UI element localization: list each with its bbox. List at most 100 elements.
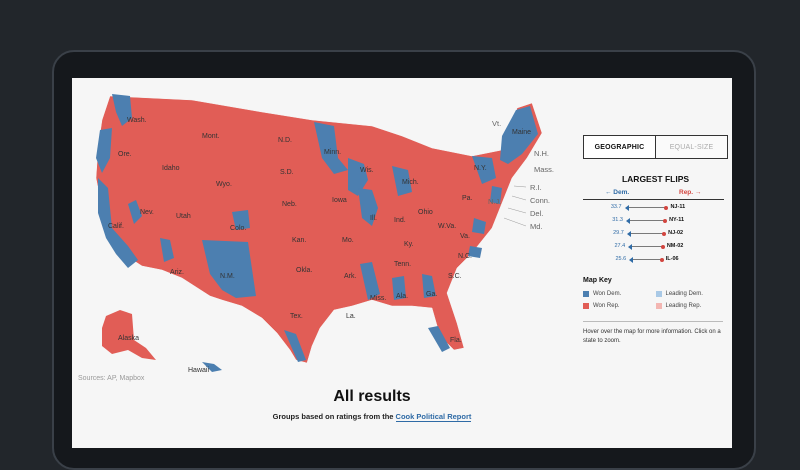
state-label: Utah [176, 213, 191, 220]
map-shapes-dem [96, 94, 538, 372]
map-region-nm [202, 240, 256, 298]
map-region-al [392, 276, 406, 300]
map-region-mi [392, 166, 412, 196]
state-label: Kan. [292, 237, 306, 244]
flip-row[interactable]: 29.7 NJ-02 [583, 229, 728, 239]
map-region-hawaii [202, 362, 222, 372]
state-label: Ariz. [170, 269, 184, 276]
map-region-ms [360, 262, 380, 300]
map-region-new-england [500, 106, 538, 164]
state-label: Okla. [296, 267, 312, 274]
map-key-swatch [655, 291, 662, 297]
flip-value: 31.3 [612, 217, 623, 223]
subtitle-text: Groups based on ratings from the [272, 412, 396, 421]
dem-direction-label: ← Dem. [605, 189, 630, 196]
results-subtitle: Groups based on ratings from the Cook Po… [72, 412, 672, 422]
flip-dot [660, 244, 665, 249]
map-key-item: Leading Rep. [655, 303, 729, 309]
flip-row[interactable]: 31.3 NY-11 [583, 216, 728, 226]
state-label: Minn. [324, 149, 341, 156]
state-label: Ind. [394, 217, 406, 224]
flip-bar [632, 259, 662, 261]
results-title: All results [333, 388, 411, 405]
flip-district: NY-11 [669, 217, 685, 223]
flip-bar [629, 233, 665, 235]
state-label: Tenn. [394, 261, 411, 268]
state-label: Mich. [402, 179, 419, 186]
flip-row[interactable]: 27.4 NM-02 [583, 242, 728, 252]
flip-bar [628, 220, 666, 222]
flip-district: IL-06 [665, 256, 679, 262]
map-region-or-coast [96, 128, 112, 173]
flip-dot [659, 257, 664, 262]
state-label: Wis. [360, 167, 374, 174]
flip-dot [663, 218, 668, 223]
state-label: R.I. [530, 183, 542, 192]
flip-row[interactable]: 33.7 NJ-11 [583, 203, 728, 213]
state-label: N.D. [278, 137, 292, 144]
map-region-co [232, 210, 250, 230]
state-label: Maine [512, 129, 531, 136]
flips-axis: ← Dem. Rep. → [583, 189, 728, 201]
map-region-va [472, 218, 486, 234]
map-region-il [358, 188, 378, 226]
map-key-swatch [583, 291, 589, 297]
state-label: La. [346, 313, 356, 320]
state-label: Hawaii [188, 367, 209, 374]
map-key-swatch [655, 303, 662, 309]
state-label: S.C. [448, 273, 462, 280]
flip-row[interactable]: 25.6 IL-06 [583, 255, 728, 265]
flip-bar [627, 207, 667, 209]
state-label: W.Va. [438, 223, 456, 230]
flip-district: NJ-02 [668, 230, 684, 236]
map-region-mn [314, 122, 348, 174]
map-region-fl [428, 326, 450, 352]
flip-district: NJ-11 [670, 204, 686, 210]
state-label: Md. [530, 222, 543, 231]
toggle-geographic[interactable]: GEOGRAPHIC [584, 136, 656, 158]
state-label: Neb. [282, 201, 297, 208]
state-label: Ky. [404, 241, 414, 248]
map-region-ca-coast [98, 178, 138, 268]
state-label: Calif. [108, 223, 124, 230]
map-key-item: Leading Dem. [655, 291, 729, 297]
state-label: Fla. [450, 337, 462, 344]
map-region-ga [422, 274, 436, 298]
state-label: Mass. [534, 165, 554, 174]
map-labels: Wash. Ore. Calif. Idaho Nev. Mont. Wyo. … [108, 117, 554, 374]
map-hint: Hover over the map for more information.… [583, 321, 723, 346]
flip-district: NM-02 [666, 243, 684, 249]
arrow-left-icon [628, 243, 633, 250]
map-leader-lines [503, 185, 527, 227]
map-key-label: Won Dem. [593, 291, 622, 297]
largest-flips-title: LARGEST FLIPS [621, 174, 690, 184]
state-label: Pa. [462, 195, 473, 202]
map-region-ny [472, 156, 496, 184]
flip-dot [662, 231, 667, 236]
flip-value: 33.7 [610, 204, 622, 210]
state-label: N.Y. [474, 165, 487, 172]
state-label: Ark. [344, 273, 357, 280]
cook-political-report-link[interactable]: Cook Political Report [395, 412, 472, 422]
map-sources: Sources: AP, Mapbox [78, 375, 145, 382]
map-key-title: Map Key [583, 277, 612, 284]
state-label: Del. [530, 209, 543, 218]
side-panel: GEOGRAPHIC EQUAL-SIZE LARGEST FLIPS ← De… [583, 135, 728, 346]
map-key-label: Won Rep. [593, 303, 620, 309]
state-label: S.D. [280, 169, 294, 176]
us-election-map[interactable]: Wash. Ore. Calif. Idaho Nev. Mont. Wyo. … [72, 78, 582, 388]
arrow-left-icon [629, 256, 634, 263]
state-label: Ala. [396, 293, 408, 300]
map-region-nv [128, 200, 142, 224]
state-label: Colo. [230, 225, 246, 232]
state-label: Alaska [118, 335, 139, 342]
state-label: Wash. [127, 117, 147, 124]
flip-dot [664, 205, 669, 210]
toggle-equal-size[interactable]: EQUAL-SIZE [656, 136, 727, 158]
map-region-tx [284, 330, 306, 362]
state-label: Mont. [202, 133, 220, 140]
map-key-label: Leading Dem. [665, 291, 703, 297]
map-key-item: Won Dem. [583, 291, 656, 297]
map-key-label: Leading Rep. [665, 303, 702, 309]
state-label: Vt. [492, 119, 501, 128]
